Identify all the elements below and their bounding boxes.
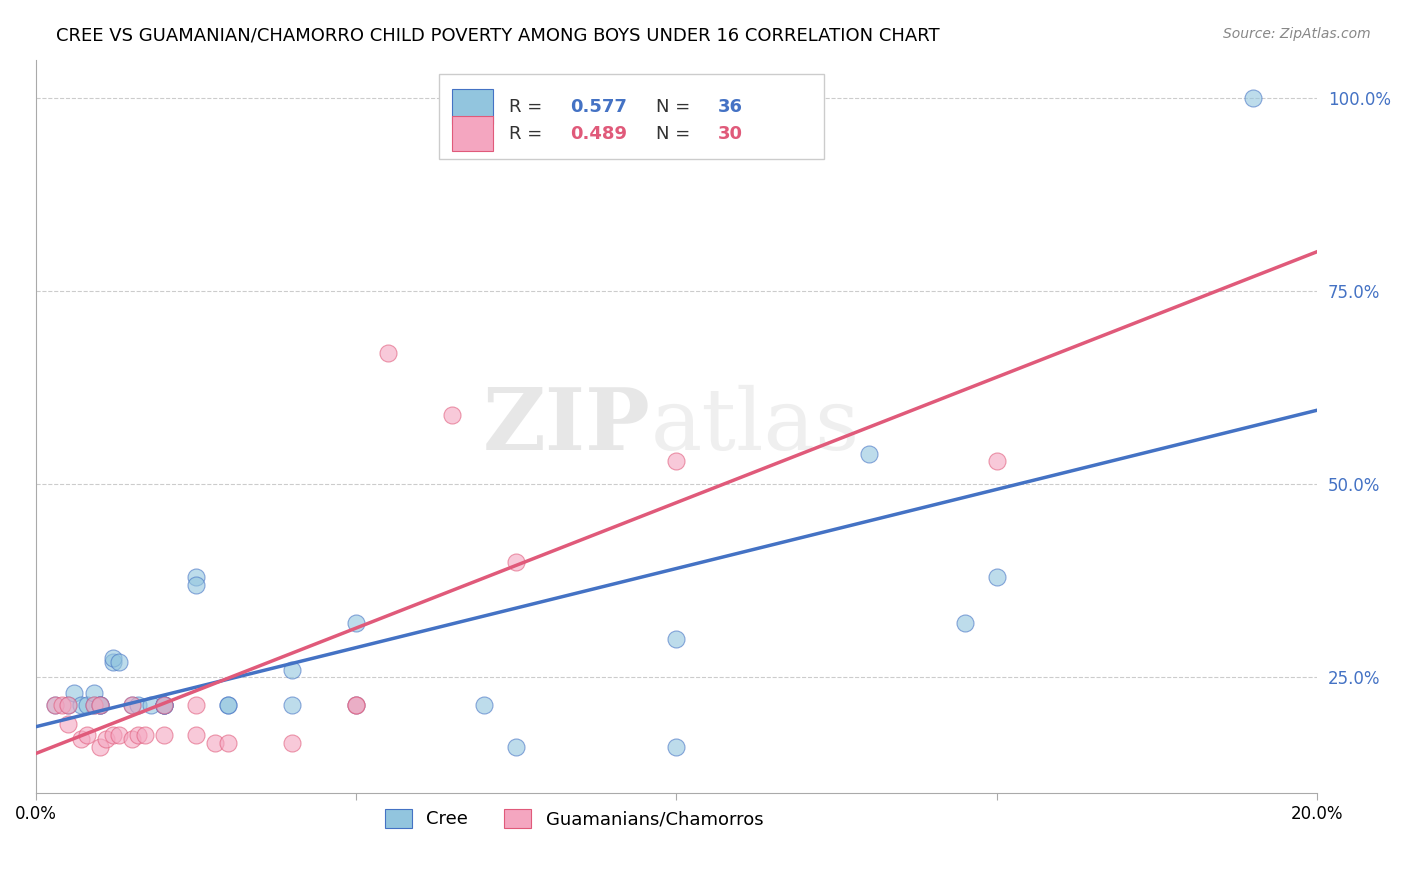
Point — [986, 454, 1008, 468]
Point — [505, 555, 527, 569]
Point — [44, 698, 66, 712]
Point — [217, 736, 239, 750]
Point — [986, 570, 1008, 584]
Text: N =: N = — [657, 97, 696, 116]
Point — [204, 736, 226, 750]
Point — [101, 651, 124, 665]
Point — [121, 732, 143, 747]
Point — [217, 698, 239, 712]
Point — [153, 698, 176, 712]
Point — [377, 346, 399, 360]
FancyBboxPatch shape — [453, 89, 494, 124]
Text: Source: ZipAtlas.com: Source: ZipAtlas.com — [1223, 27, 1371, 41]
Text: R =: R = — [509, 97, 547, 116]
Point — [344, 616, 367, 631]
Point — [76, 728, 98, 742]
FancyBboxPatch shape — [440, 74, 824, 159]
Point — [89, 698, 111, 712]
Text: 0.489: 0.489 — [569, 125, 627, 143]
Point — [665, 739, 688, 754]
Point — [184, 578, 207, 592]
Text: atlas: atlas — [651, 384, 860, 468]
Text: N =: N = — [657, 125, 696, 143]
Point — [76, 698, 98, 712]
Point — [505, 739, 527, 754]
Point — [101, 728, 124, 742]
Text: 0.577: 0.577 — [569, 97, 627, 116]
Text: CREE VS GUAMANIAN/CHAMORRO CHILD POVERTY AMONG BOYS UNDER 16 CORRELATION CHART: CREE VS GUAMANIAN/CHAMORRO CHILD POVERTY… — [56, 27, 939, 45]
Point — [281, 663, 304, 677]
Point — [127, 698, 149, 712]
Point — [953, 616, 976, 631]
Point — [44, 698, 66, 712]
Point — [153, 698, 176, 712]
Point — [127, 728, 149, 742]
Point — [83, 698, 105, 712]
Point — [56, 698, 79, 712]
Point — [281, 698, 304, 712]
Point — [141, 698, 163, 712]
Point — [108, 655, 131, 669]
Point — [153, 728, 176, 742]
Point — [441, 408, 464, 422]
Point — [63, 686, 86, 700]
Point — [153, 698, 176, 712]
Point — [56, 716, 79, 731]
Point — [101, 655, 124, 669]
Point — [153, 698, 176, 712]
Point — [217, 698, 239, 712]
Point — [121, 698, 143, 712]
Text: 36: 36 — [717, 97, 742, 116]
Legend: Cree, Guamanians/Chamorros: Cree, Guamanians/Chamorros — [377, 802, 770, 836]
Point — [1241, 91, 1264, 105]
Text: R =: R = — [509, 125, 547, 143]
Point — [153, 698, 176, 712]
Point — [665, 632, 688, 646]
Point — [69, 732, 91, 747]
Point — [134, 728, 156, 742]
Point — [858, 446, 880, 460]
Point — [89, 698, 111, 712]
Point — [51, 698, 73, 712]
Text: ZIP: ZIP — [484, 384, 651, 468]
Point — [89, 698, 111, 712]
Point — [83, 686, 105, 700]
Point — [344, 698, 367, 712]
Point — [184, 570, 207, 584]
Point — [665, 454, 688, 468]
Point — [472, 698, 495, 712]
Point — [184, 698, 207, 712]
Point — [121, 698, 143, 712]
Point — [281, 736, 304, 750]
Point — [69, 698, 91, 712]
Point — [89, 698, 111, 712]
Point — [108, 728, 131, 742]
Point — [89, 739, 111, 754]
FancyBboxPatch shape — [453, 116, 494, 152]
Point — [184, 728, 207, 742]
Point — [96, 732, 118, 747]
Point — [83, 698, 105, 712]
Text: 30: 30 — [717, 125, 742, 143]
Point — [344, 698, 367, 712]
Point — [344, 698, 367, 712]
Point — [56, 698, 79, 712]
